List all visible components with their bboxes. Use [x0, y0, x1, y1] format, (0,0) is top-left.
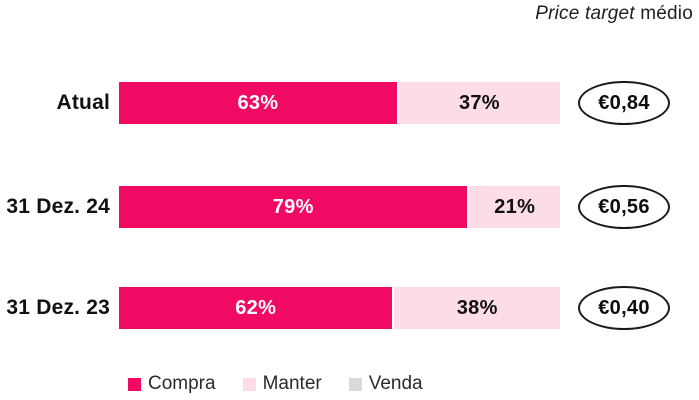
- price-target-oval: €0,56: [578, 185, 670, 229]
- row-label: Atual: [56, 91, 110, 114]
- segment-compra-value: 62%: [235, 296, 277, 319]
- legend-label: Venda: [368, 373, 423, 394]
- segment-compra-value: 63%: [237, 91, 279, 114]
- bar-row-31-dez-24: 31 Dez. 24 79% 21% €0,56: [0, 185, 670, 229]
- segment-manter-value: 37%: [458, 91, 500, 114]
- row-label: 31 Dez. 24: [6, 195, 110, 218]
- legend-item-venda: Venda: [348, 373, 423, 395]
- price-target-value: €0,84: [598, 91, 650, 114]
- segment-manter-value: 21%: [494, 195, 536, 218]
- segment-manter: 37%: [396, 82, 560, 124]
- segment-compra: 63%: [119, 82, 397, 124]
- legend: Compra Manter Venda: [128, 373, 423, 395]
- bar-row-31-dez-23: 31 Dez. 23 62% 38% €0,40: [0, 286, 670, 330]
- legend-item-compra: Compra: [128, 373, 216, 395]
- segment-manter-value: 38%: [456, 296, 498, 319]
- legend-item-manter: Manter: [242, 373, 322, 395]
- price-target-value: €0,56: [598, 195, 650, 218]
- segment-manter: 38%: [392, 287, 560, 329]
- price-target-title-italic: Price target: [535, 3, 635, 24]
- venda-swatch-icon: [348, 377, 362, 391]
- segment-compra: 62%: [119, 287, 393, 329]
- segment-manter: 21%: [467, 186, 560, 228]
- price-target-title: Price target médio: [535, 3, 693, 25]
- bar-row-atual: Atual 63% 37% €0,84: [0, 81, 670, 125]
- stacked-bar: 63% 37%: [119, 82, 560, 124]
- price-target-oval: €0,84: [578, 81, 670, 125]
- stacked-bar: 79% 21%: [119, 186, 560, 228]
- segment-compra: 79%: [119, 186, 468, 228]
- manter-swatch-icon: [242, 377, 256, 391]
- legend-label: Compra: [148, 373, 216, 394]
- price-target-value: €0,40: [598, 296, 650, 319]
- price-target-oval: €0,40: [578, 286, 670, 330]
- stacked-bar: 62% 38%: [119, 287, 560, 329]
- segment-compra-value: 79%: [272, 195, 314, 218]
- price-target-title-regular: médio: [634, 3, 693, 24]
- row-label: 31 Dez. 23: [6, 296, 110, 319]
- compra-swatch-icon: [128, 377, 141, 391]
- legend-label: Manter: [262, 373, 322, 394]
